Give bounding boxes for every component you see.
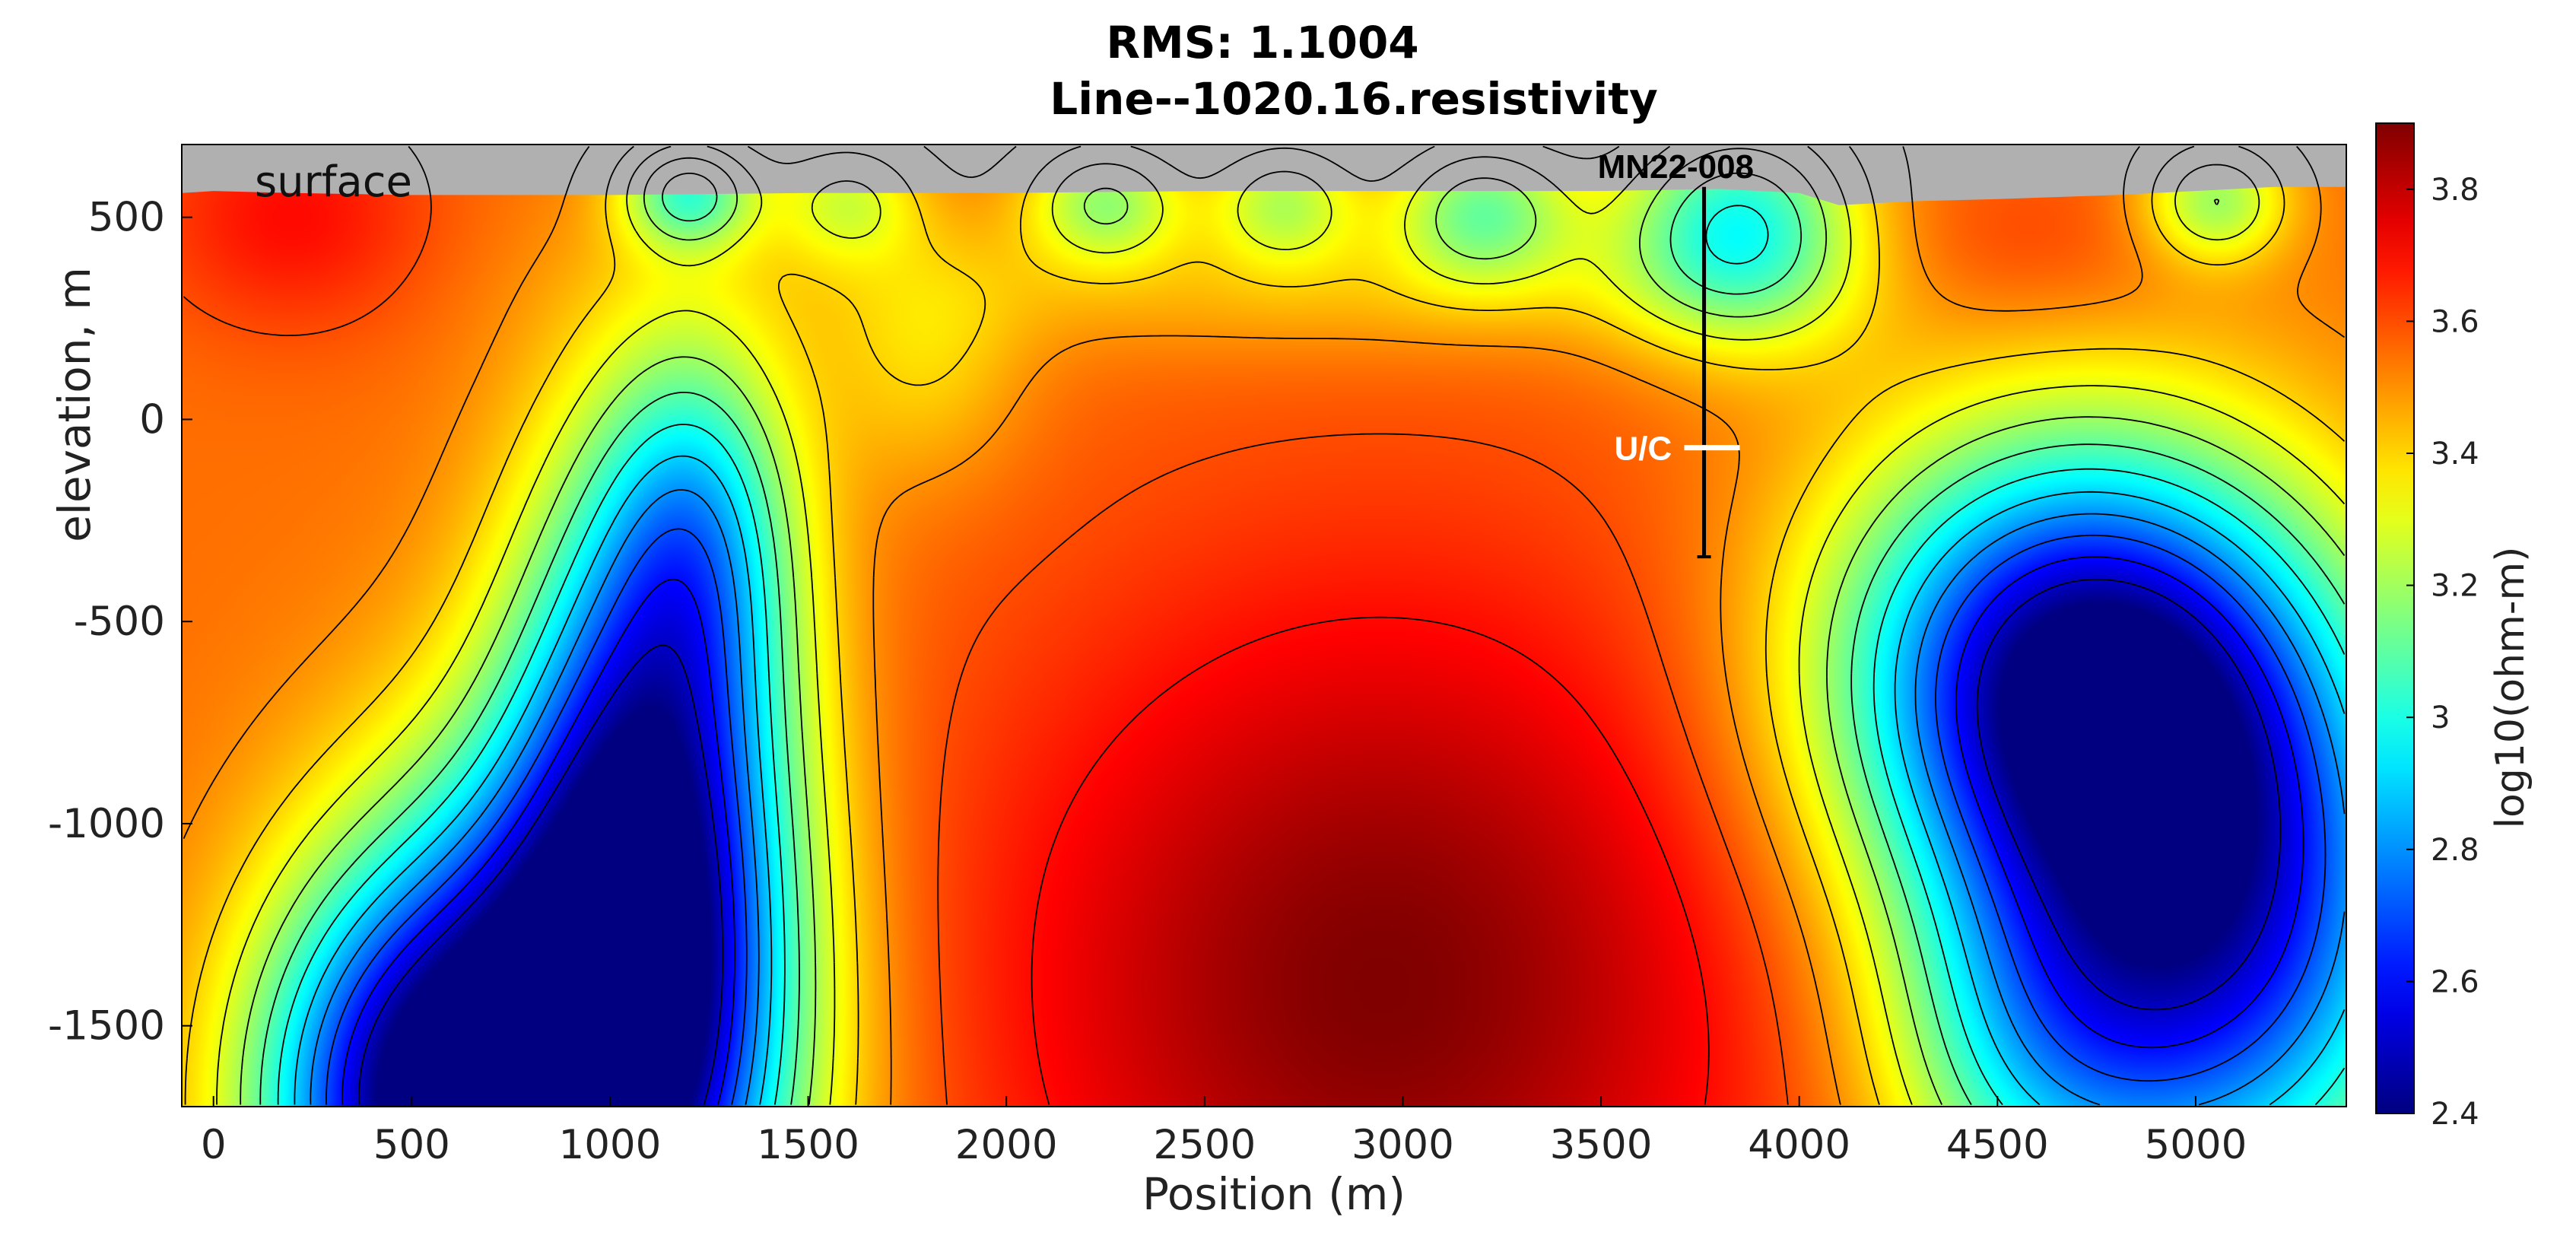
colorbar-tick-label: 2.8: [2431, 833, 2479, 868]
x-axis-ticks: 0 500 1000 1500 2000 2500 3000 3500 4000 4500 5000: [201, 1096, 2247, 1168]
x-axis-label: Position (m): [1142, 1168, 1406, 1220]
surface-label: surface: [255, 157, 412, 207]
y-tick-label: 0: [139, 396, 165, 443]
x-tick-label: 5000: [2144, 1122, 2247, 1168]
x-tick-label: 1000: [558, 1122, 661, 1168]
x-tick-label: 2500: [1153, 1122, 1256, 1168]
y-axis-label: elevation, m: [49, 267, 100, 542]
colorbar-tick-label: 3: [2431, 700, 2450, 735]
colorbar-gradient: [2375, 122, 2415, 1114]
contour-lines: [183, 145, 2346, 1106]
colorbar-ticks: 3.8 3.6 3.4 3.2 3 2.8 2.6 2.4: [2406, 173, 2479, 1132]
chart-title: RMS: 1.1004: [1106, 17, 1418, 68]
x-tick-label: 1500: [757, 1122, 859, 1168]
contour-line: [310, 489, 2346, 1106]
colorbar-label: log10(ohm-m): [2488, 547, 2533, 829]
colorbar-tick-label: 2.6: [2431, 964, 2479, 999]
x-tick-label: 3000: [1352, 1122, 1454, 1168]
drill-hole-label: MN22-008: [1598, 148, 1754, 186]
x-tick-label: 0: [201, 1122, 227, 1168]
colorbar-tick-label: 3.6: [2431, 304, 2479, 339]
contour-line: [358, 578, 2282, 1105]
contour-line: [1031, 616, 1710, 1105]
x-tick-label: 500: [373, 1122, 450, 1168]
contour-line: [277, 205, 2346, 1106]
x-tick-label: 4500: [1946, 1122, 2049, 1168]
x-tick-label: 2000: [955, 1122, 1058, 1168]
y-tick-label: -1500: [48, 1003, 165, 1050]
colorbar-tick-label: 3.2: [2431, 569, 2479, 604]
chart-subtitle: Line--1020.16.resistivity: [1050, 73, 1658, 125]
plot-area: [182, 145, 2346, 1107]
y-tick-label: 500: [88, 195, 165, 241]
y-tick-label: -500: [74, 599, 165, 645]
contour-line: [183, 145, 1789, 1105]
colorbar-tick-label: 3.8: [2431, 173, 2479, 208]
uc-marker-label: U/C: [1615, 430, 1672, 468]
resistivity-heatmap: [182, 145, 2346, 1107]
colorbar-tick-label: 2.4: [2431, 1097, 2479, 1132]
contour-line: [259, 172, 2346, 1105]
contour-line: [240, 148, 2346, 1105]
colorbar: 3.8 3.6 3.4 3.2 3 2.8 2.6 2.4 log10(ohm-m): [2375, 122, 2533, 1132]
x-tick-label: 3500: [1550, 1122, 1653, 1168]
contour-line: [326, 528, 2327, 1105]
drill-hole-MN22-008: MN22-008 U/C: [1598, 148, 1754, 559]
contour-line: [294, 455, 2346, 1106]
colorbar-tick-label: 3.4: [2431, 437, 2479, 472]
plot-frame: [181, 144, 2347, 1107]
contour-line: [341, 556, 2304, 1105]
contour-line: [183, 145, 2346, 1105]
y-axis-ticks: 500 0 -500 -1000 -1500: [48, 195, 192, 1050]
contour-line: [184, 145, 2346, 1105]
contour-line: [216, 145, 2346, 1105]
y-tick-label: -1000: [48, 801, 165, 847]
x-tick-label: 4000: [1748, 1122, 1850, 1168]
surface-topography: [182, 145, 2346, 205]
